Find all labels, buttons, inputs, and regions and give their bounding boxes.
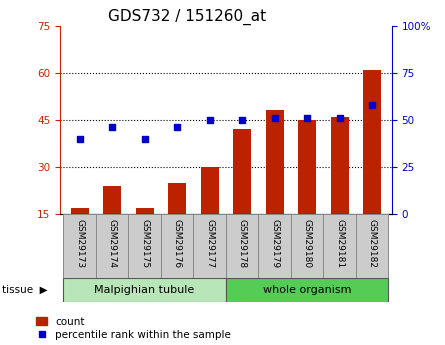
Point	[76, 136, 83, 141]
Text: GSM29180: GSM29180	[303, 219, 312, 268]
Legend: count, percentile rank within the sample: count, percentile rank within the sample	[36, 317, 231, 340]
Bar	[226, 214, 259, 278]
Bar	[161, 214, 193, 278]
Text: GSM29177: GSM29177	[205, 219, 214, 268]
Bar	[193, 214, 226, 278]
Bar	[356, 214, 388, 278]
Text: whole organism: whole organism	[263, 285, 352, 295]
Bar	[266, 110, 283, 214]
Bar	[291, 214, 324, 278]
Point	[303, 115, 311, 121]
Bar	[71, 208, 89, 214]
Text: tissue  ▶: tissue ▶	[2, 285, 48, 295]
Text: GSM29182: GSM29182	[368, 219, 376, 268]
Text: GSM29179: GSM29179	[270, 219, 279, 268]
Bar	[324, 214, 356, 278]
Bar	[298, 120, 316, 214]
Bar	[96, 214, 128, 278]
Bar	[128, 214, 161, 278]
Point	[336, 115, 343, 121]
Text: GDS732 / 151260_at: GDS732 / 151260_at	[108, 9, 266, 25]
Text: GSM29173: GSM29173	[75, 219, 84, 268]
Bar	[331, 117, 348, 214]
Bar	[201, 167, 218, 214]
Point	[271, 115, 278, 121]
Bar	[136, 208, 154, 214]
Bar	[233, 129, 251, 214]
Text: GSM29174: GSM29174	[108, 219, 117, 268]
Text: GSM29176: GSM29176	[173, 219, 182, 268]
Bar	[363, 70, 381, 214]
Bar	[63, 278, 226, 302]
Point	[239, 117, 246, 122]
Text: GSM29181: GSM29181	[335, 219, 344, 268]
Bar	[168, 183, 186, 214]
Point	[206, 117, 213, 122]
Bar	[63, 214, 96, 278]
Text: GSM29178: GSM29178	[238, 219, 247, 268]
Point	[109, 125, 116, 130]
Text: GSM29175: GSM29175	[140, 219, 149, 268]
Point	[141, 136, 148, 141]
Point	[174, 125, 181, 130]
Bar	[259, 214, 291, 278]
Bar	[103, 186, 121, 214]
Bar	[226, 278, 388, 302]
Point	[368, 102, 376, 108]
Text: Malpighian tubule: Malpighian tubule	[94, 285, 195, 295]
